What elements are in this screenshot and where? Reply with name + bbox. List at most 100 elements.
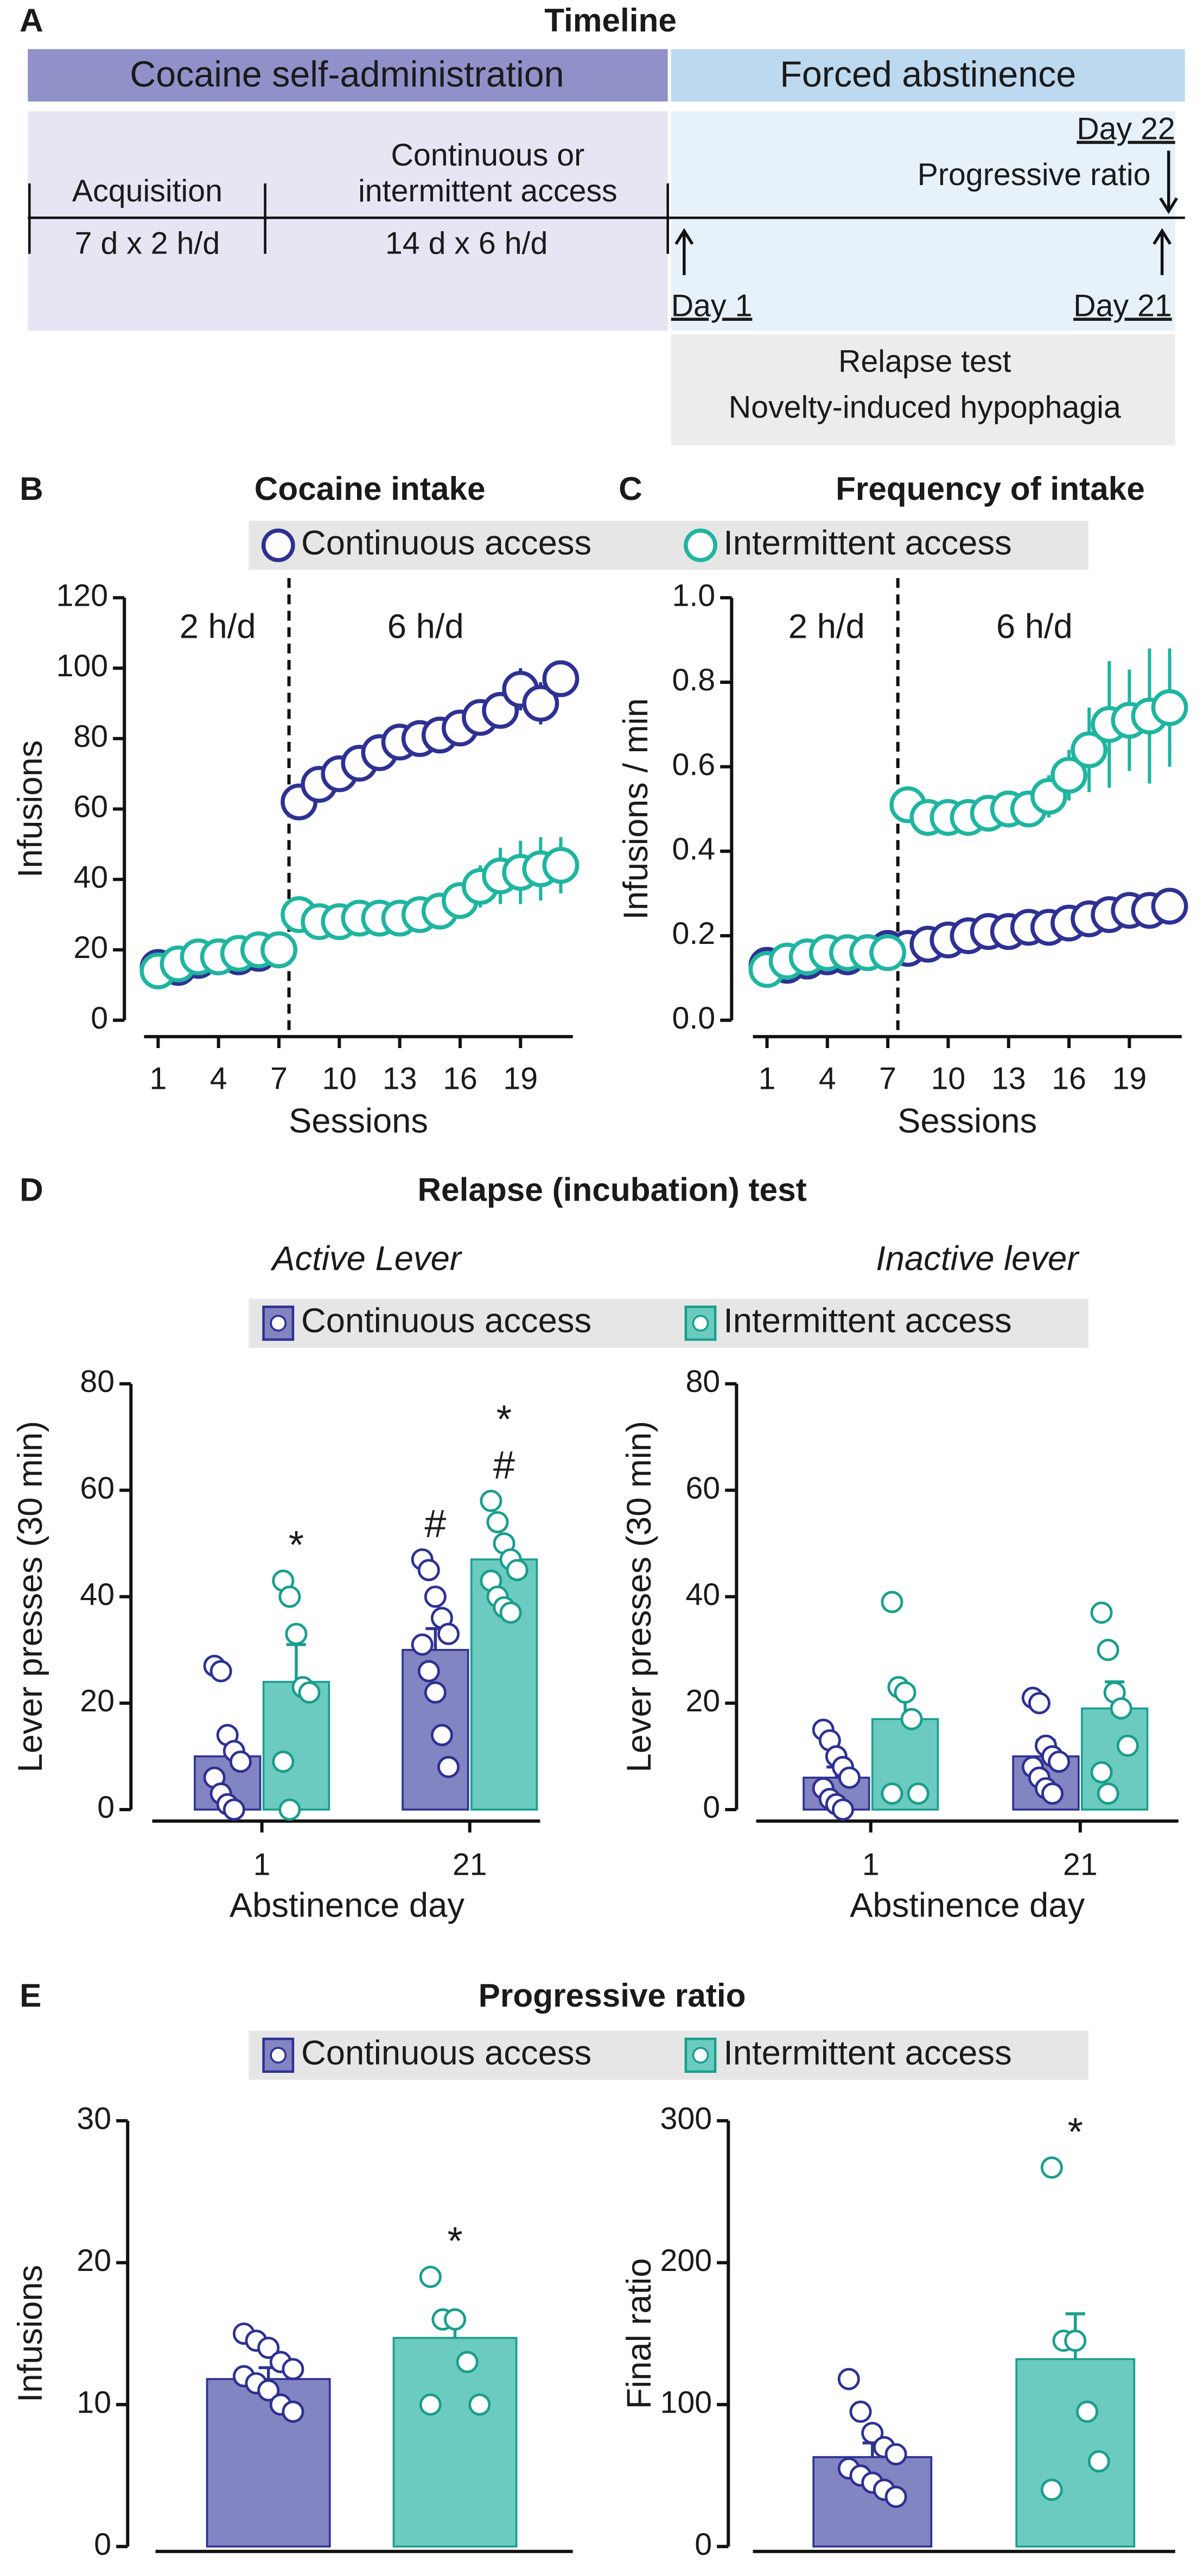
significance-mark: *: [447, 2219, 462, 2263]
phase-band: [671, 49, 1185, 102]
timeline-title: Timeline: [544, 2, 677, 39]
data-point: [1097, 1782, 1119, 1805]
phase-region: [671, 111, 1175, 331]
panel-label: A: [20, 2, 43, 39]
y-tick-label: 20: [685, 1684, 720, 1718]
legend-marker: [270, 2047, 287, 2064]
y-tick-label: 60: [685, 1471, 720, 1506]
phase-label: Forced abstinence: [780, 54, 1076, 94]
data-point: [278, 1798, 301, 1821]
data-point: [849, 2400, 872, 2423]
x-tick-label: 10: [322, 1061, 357, 1096]
legend-box: [249, 1298, 1089, 1348]
legend-marker: [270, 1315, 287, 1332]
x-tick-label: 7: [270, 1061, 288, 1096]
data-point: [437, 1756, 460, 1779]
y-tick-label: 1.0: [672, 578, 715, 613]
data-point: [257, 2337, 280, 2359]
data-point: [1110, 1697, 1132, 1720]
y-tick-label: 100: [56, 649, 108, 683]
panel-label: E: [20, 1977, 41, 2014]
legend-label: Continuous access: [301, 2034, 591, 2072]
data-point: [298, 1681, 321, 1704]
data-point: [209, 1660, 232, 1683]
annotation: 2 h/d: [788, 607, 865, 645]
y-tick-label: 20: [77, 2243, 111, 2278]
marker: [1071, 731, 1108, 769]
data-point: [1048, 1750, 1071, 1773]
legend-box: [249, 521, 1089, 570]
y-axis-label: Lever presses (30 min): [620, 1421, 658, 1773]
event-label: Day 21: [1073, 288, 1172, 323]
legend-marker: [261, 528, 295, 562]
data-point: [884, 2485, 907, 2508]
marker: [1051, 757, 1087, 794]
annotation: 6 h/d: [996, 607, 1073, 645]
y-tick-label: 80: [685, 1365, 720, 1399]
stage-duration: 14 d x 6 h/d: [385, 226, 548, 261]
data-point: [499, 1601, 522, 1624]
data-point: [1097, 1639, 1119, 1661]
annotation: 2 h/d: [180, 607, 256, 645]
marker: [1151, 887, 1188, 925]
section-title: Relapse (incubation) test: [417, 1171, 806, 1208]
arrow: [674, 228, 694, 275]
data-point: [285, 1622, 308, 1645]
y-axis-label: Infusions / min: [617, 698, 655, 919]
y-tick-label: 0: [94, 2527, 111, 2562]
data-point: [907, 1782, 930, 1805]
stage-name: intermittent access: [358, 174, 618, 208]
y-tick-label: 200: [660, 2243, 712, 2278]
phase-label: Cocaine self-administration: [130, 54, 564, 94]
legend-label: Intermittent access: [723, 524, 1012, 562]
data-point: [884, 2443, 907, 2466]
data-point: [282, 2400, 304, 2423]
phase-region: [28, 111, 668, 331]
legend-label: Intermittent access: [723, 1302, 1012, 1340]
significance-mark: #: [493, 1443, 515, 1487]
marker: [260, 931, 297, 968]
x-axis-label: Abstinence day: [230, 1887, 464, 1925]
marker: [542, 847, 580, 884]
y-tick-label: 10: [77, 2385, 111, 2420]
arrow: [1153, 228, 1172, 275]
y-tick-label: 20: [80, 1684, 114, 1718]
y-tick-label: 0.2: [672, 916, 715, 951]
y-tick-label: 0: [91, 1001, 108, 1036]
arrow: [1159, 150, 1179, 214]
data-point: [881, 1591, 903, 1614]
data-point: [417, 1660, 440, 1683]
data-point: [1064, 2330, 1087, 2352]
x-tick-label: 13: [383, 1061, 417, 1096]
data-point: [456, 2351, 479, 2374]
data-point: [257, 2379, 280, 2402]
legend-marker: [692, 2047, 709, 2064]
x-tick-label: 1: [862, 1848, 880, 1882]
data-point: [272, 1750, 295, 1773]
y-tick-label: 120: [56, 578, 108, 613]
section-title: Progressive ratio: [479, 1977, 746, 2014]
stage-name: Acquisition: [72, 174, 222, 208]
x-tick-label: 16: [1052, 1061, 1086, 1096]
marker: [1151, 689, 1188, 726]
data-point: [894, 1681, 916, 1704]
data-point: [506, 1559, 529, 1582]
legend-marker: [692, 1315, 709, 1332]
stage-name: Continuous or: [391, 138, 585, 173]
marker: [522, 684, 559, 722]
significance-mark: #: [424, 1502, 446, 1546]
x-tick-label: 13: [991, 1061, 1026, 1096]
significance-mark: *: [289, 1523, 304, 1567]
y-axis-label: Infusions: [11, 740, 49, 878]
data-point: [881, 1782, 903, 1805]
data-point: [831, 1798, 854, 1821]
data-point: [411, 1633, 434, 1656]
data-point: [837, 2368, 860, 2390]
test-label: Relapse test: [838, 344, 1011, 379]
data-point: [486, 1511, 509, 1533]
bar: [262, 1680, 330, 1811]
y-tick-label: 0.6: [672, 747, 715, 782]
data-point: [480, 1489, 502, 1512]
data-point: [1040, 2156, 1063, 2179]
